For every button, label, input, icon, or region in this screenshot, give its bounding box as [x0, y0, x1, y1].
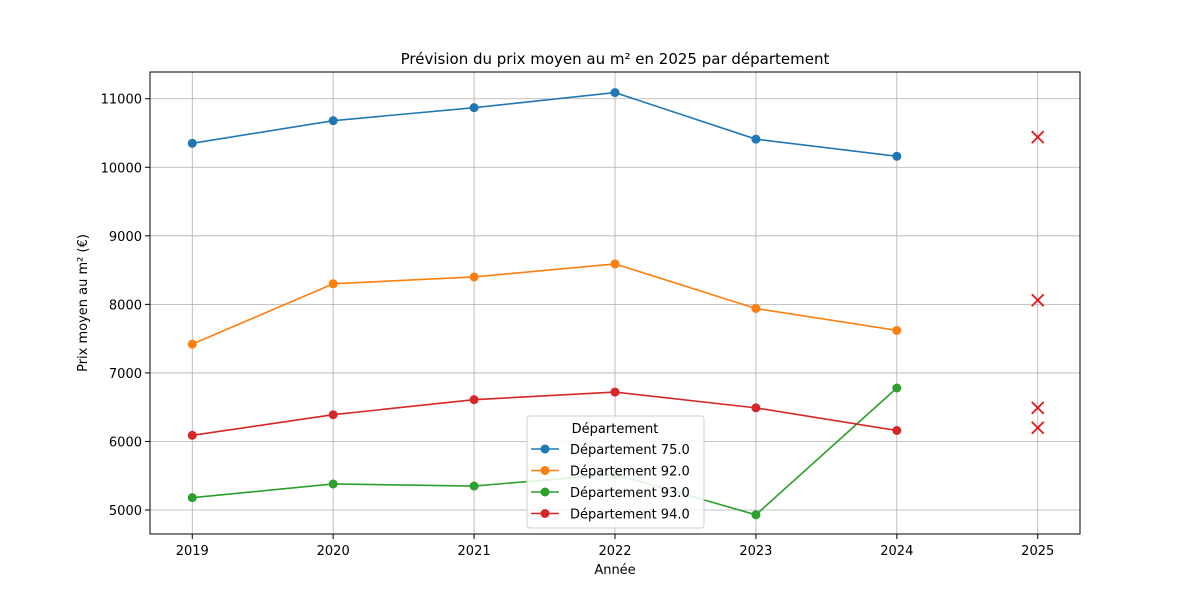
y-tick-label: 7000 — [109, 367, 142, 382]
series-0 — [187, 88, 902, 161]
data-point — [751, 134, 761, 144]
x-tick-label: 2020 — [317, 544, 350, 559]
data-point — [892, 383, 902, 393]
series-line — [192, 391, 897, 437]
grid — [150, 72, 1080, 534]
forecast-marker — [1031, 401, 1045, 415]
legend-item: Département 92.0 — [531, 465, 690, 480]
x-tick-label: 2022 — [598, 544, 631, 559]
forecast-marker — [1031, 293, 1045, 307]
legend-item: Département 93.0 — [531, 486, 690, 501]
data-point — [187, 138, 197, 148]
data-point — [187, 430, 197, 440]
series-line — [191, 263, 897, 345]
forecast-marker — [1031, 421, 1045, 435]
legend-item: Département 94.0 — [531, 508, 690, 523]
y-tick-label: 10000 — [101, 161, 142, 176]
legend-items: Département 75.0 Département 92.0 Départem… — [531, 443, 690, 523]
x-tick-label: 2021 — [458, 544, 491, 559]
legend-title: Département — [572, 422, 659, 437]
legend-marker — [540, 509, 550, 518]
forecast-marker — [1031, 130, 1045, 144]
data-point — [751, 403, 761, 413]
data-point — [328, 116, 338, 126]
x-tick-label: 2019 — [176, 544, 209, 559]
legend-marker — [540, 444, 550, 454]
y-tick-label: 5000 — [109, 504, 142, 519]
data-point — [751, 510, 761, 520]
chart-title: Prévision du prix moyen au m² en 2025 pa… — [401, 50, 830, 68]
y-tick-label: 11000 — [101, 93, 142, 108]
legend-marker — [540, 487, 550, 497]
forecast-layer — [1031, 130, 1045, 435]
y-tick-label: 9000 — [109, 230, 142, 245]
data-point — [892, 325, 902, 335]
series-line — [192, 91, 897, 158]
data-point — [469, 395, 479, 405]
data-point — [610, 259, 620, 269]
data-point — [610, 387, 620, 397]
legend-item: Département 75.0 — [531, 443, 690, 458]
data-point — [892, 151, 902, 161]
legend-label: Département 93.0 — [570, 486, 690, 501]
data-point — [469, 103, 479, 113]
legend-label: Département 94.0 — [570, 508, 690, 523]
y-tick-label: 6000 — [109, 435, 142, 450]
data-point — [187, 493, 197, 503]
x-tick-label: 2025 — [1021, 544, 1054, 559]
data-point — [328, 410, 338, 420]
y-tick-label: 8000 — [109, 298, 142, 313]
data-point — [328, 479, 338, 489]
legend-label: Département 75.0 — [570, 443, 690, 458]
axis-ticks: 2019 2020 2021 2022 2023 2024 2025 5000 6000 7000… — [101, 93, 1055, 559]
x-tick-label: 2023 — [739, 544, 772, 559]
legend-marker — [540, 466, 550, 475]
series-3 — [187, 387, 902, 440]
data-point — [469, 272, 479, 282]
data-point — [610, 88, 620, 98]
data-point — [328, 279, 338, 289]
data-point — [751, 303, 761, 313]
data-point — [892, 425, 902, 435]
legend-box — [526, 415, 705, 529]
data-point — [469, 481, 479, 491]
series-1 — [187, 259, 902, 349]
y-axis-title: Prix moyen au m² (€) — [76, 234, 91, 372]
x-axis-title: Année — [594, 563, 635, 578]
x-tick-label: 2024 — [880, 544, 913, 559]
legend: Département Département 75.0Département … — [526, 415, 705, 529]
data-point — [187, 339, 197, 349]
legend-label: Département 92.0 — [570, 465, 690, 480]
